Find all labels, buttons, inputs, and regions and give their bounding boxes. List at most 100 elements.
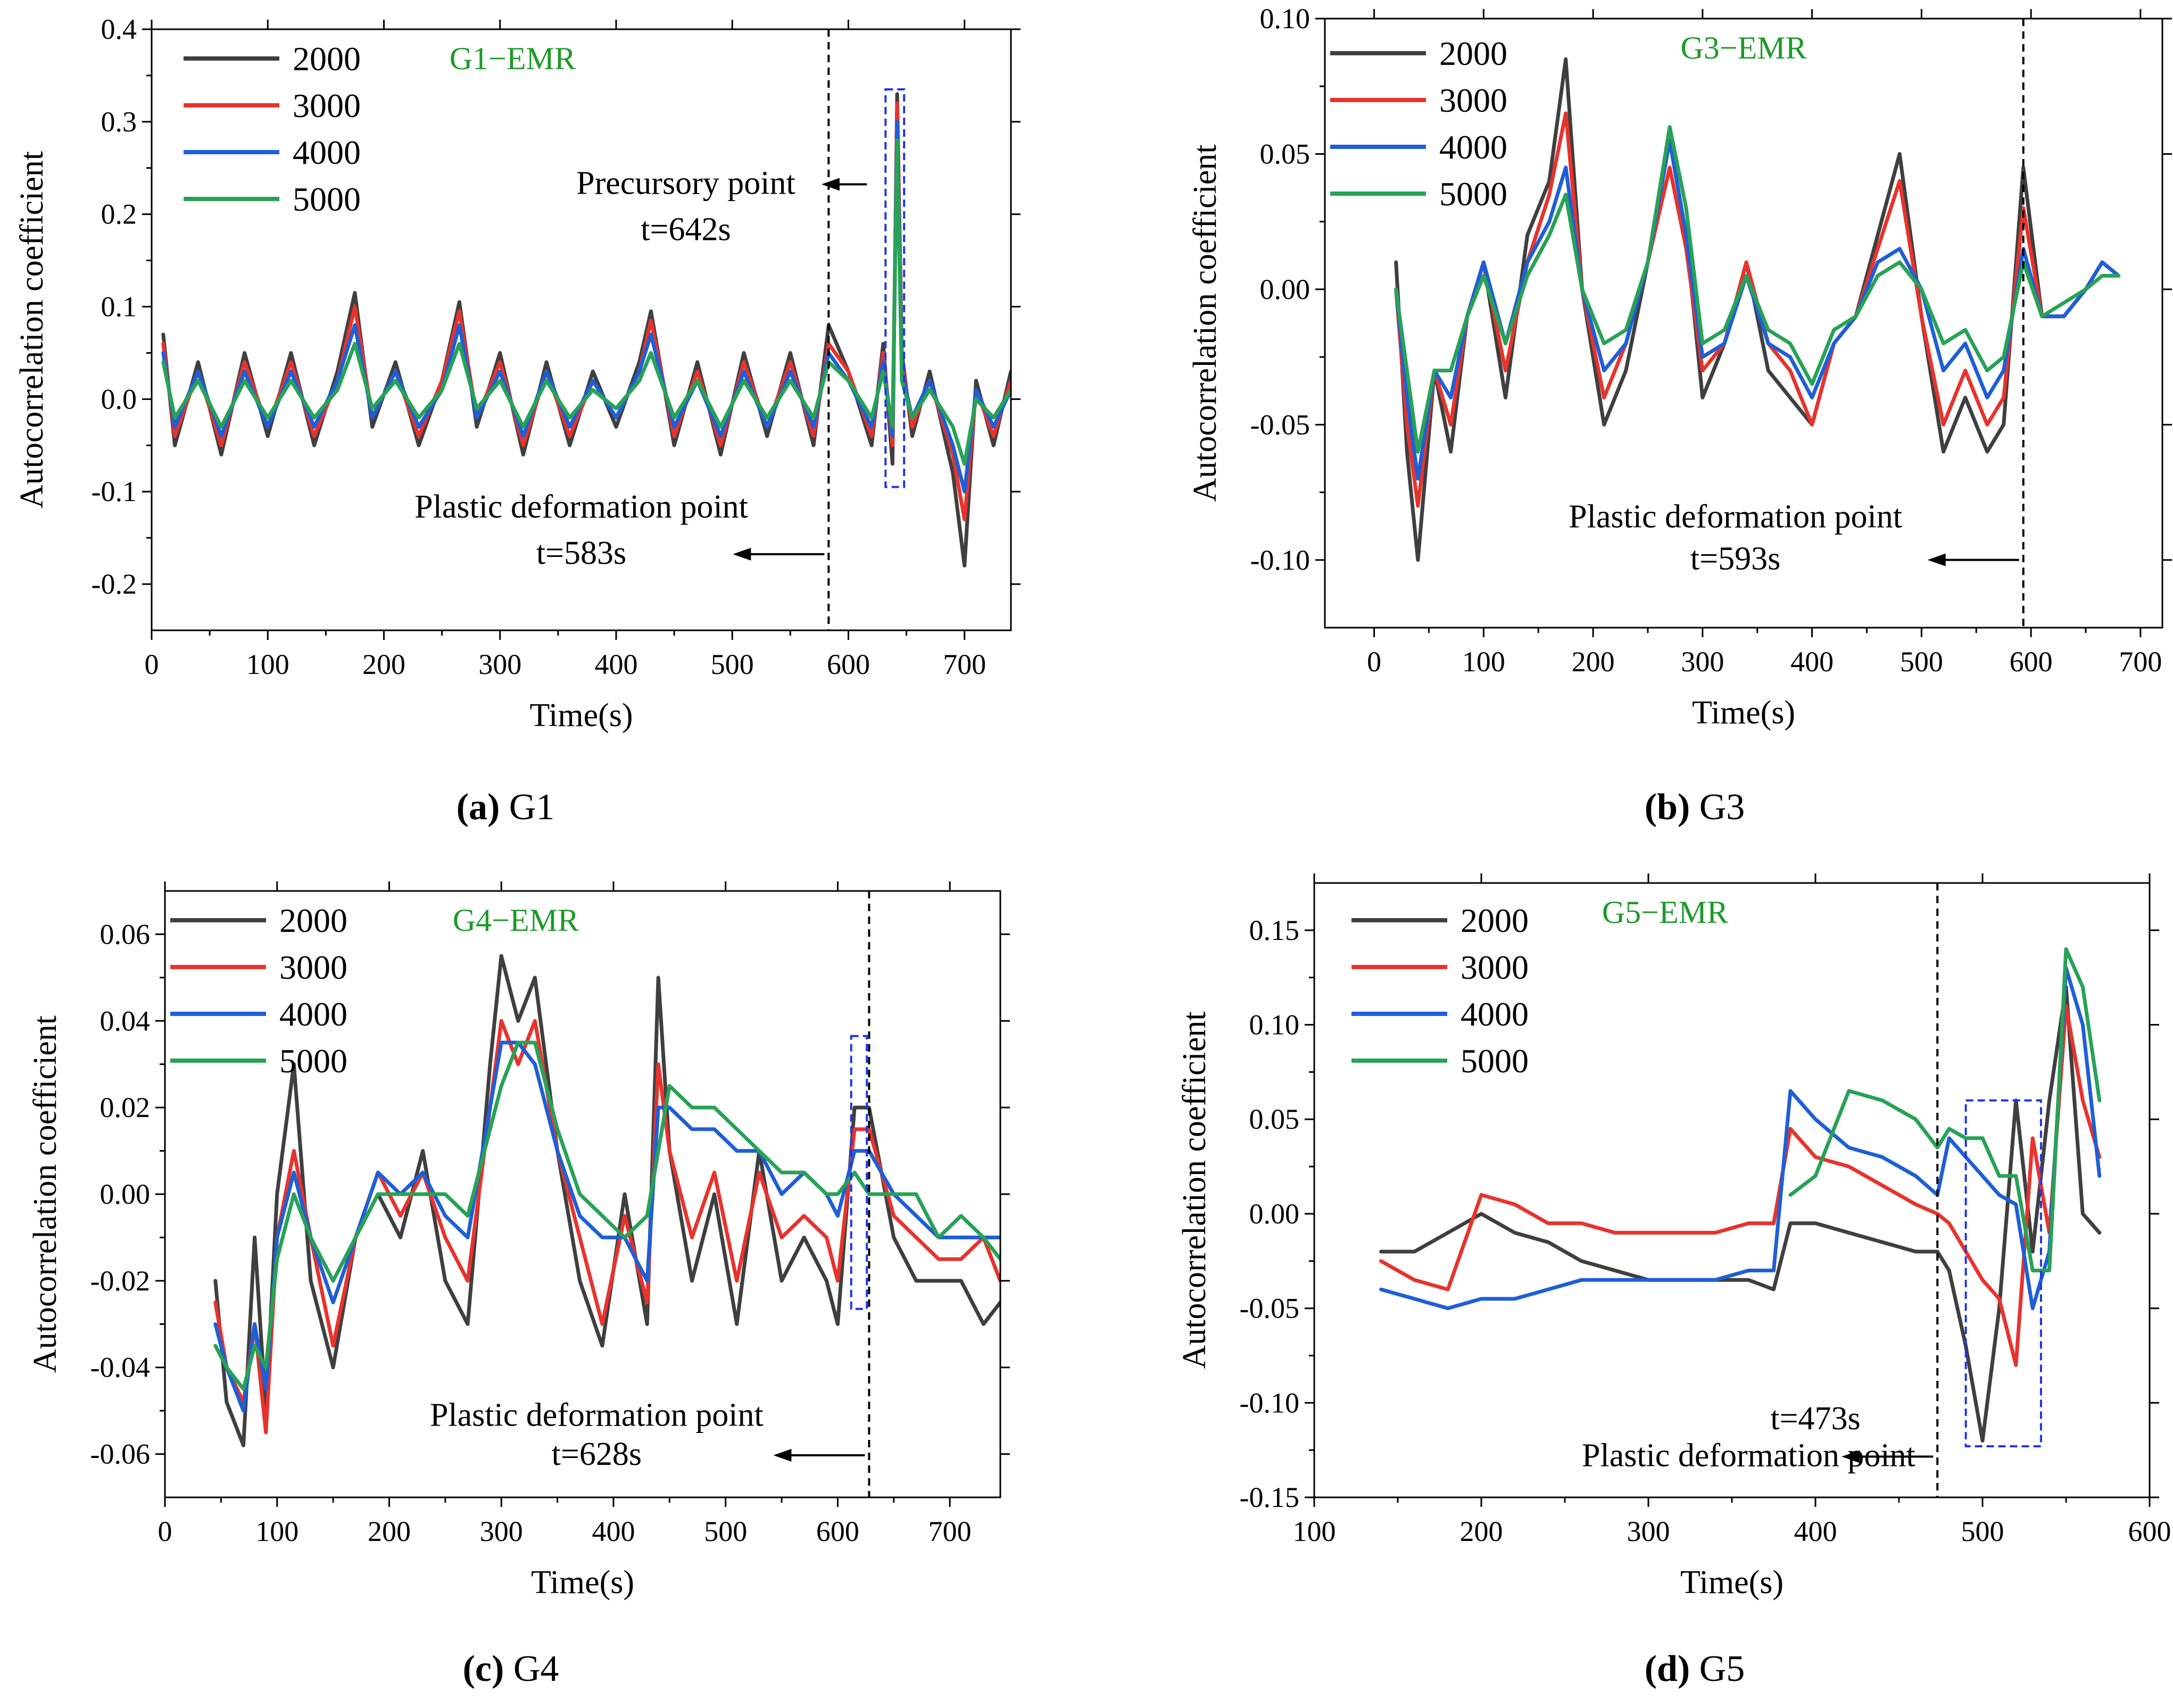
y-tick-label: -0.10 — [1240, 1387, 1299, 1419]
y-axis-label: Autocorrelation coefficient — [1187, 145, 1223, 502]
y-tick-label: 0.02 — [100, 1092, 151, 1123]
y-tick-label: 0.10 — [1249, 1009, 1300, 1041]
x-tick-label: 600 — [827, 648, 870, 680]
x-tick-label: 300 — [478, 648, 521, 680]
y-tick-label: 0.05 — [1249, 1103, 1300, 1135]
chart-title: G3−EMR — [1680, 30, 1806, 65]
caption-text: G4 — [504, 1648, 559, 1689]
series-line-c-5000 — [213, 1040, 1000, 1391]
series-line-d-5000 — [1788, 947, 2102, 1272]
annotation-text: Plastic deformation point — [414, 489, 748, 525]
y-tick-label: 0.10 — [1260, 3, 1311, 35]
legend-label: 4000 — [1439, 128, 1507, 166]
arrow-head — [733, 547, 751, 561]
x-axis-label: Time(s) — [1680, 1564, 1784, 1601]
legend-label: 4000 — [293, 134, 361, 171]
series-line-b-4000 — [1394, 138, 2121, 481]
y-tick-label: 0.00 — [100, 1178, 151, 1210]
x-tick-label: 200 — [368, 1515, 411, 1547]
annotation-text: t=473s — [1770, 1401, 1860, 1437]
x-tick-label: 100 — [246, 648, 289, 680]
x-tick-label: 400 — [592, 1515, 635, 1547]
x-tick-label: 200 — [362, 648, 405, 680]
panel-d: 100 200 300 400 500 600 -0.15 -0.10 -0.05 0.00 0.0… — [1176, 873, 2171, 1689]
caption-letter: (b) — [1645, 787, 1690, 828]
y-tick-label: 0.2 — [101, 198, 137, 230]
x-tick-label: 600 — [816, 1515, 859, 1547]
y-tick-label: 0.00 — [1260, 273, 1311, 305]
plot-frame — [1324, 18, 2163, 629]
panel-a: 0 100 200 300 400 500 600 700 -0.2 -0.1 0.0 0.1 0.2 0… — [14, 13, 1021, 828]
x-tick-label: 0 — [1367, 646, 1381, 678]
caption-letter: (c) — [463, 1648, 504, 1689]
caption-text: G1 — [500, 787, 554, 828]
legend-label: 3000 — [293, 87, 361, 124]
caption-text: G3 — [1690, 787, 1745, 828]
chart-title: G4−EMR — [453, 903, 579, 938]
x-tick-label: 400 — [1794, 1515, 1837, 1547]
y-axis-label: Autocorrelation coefficient — [1176, 1012, 1213, 1369]
legend-label: 2000 — [293, 40, 361, 78]
x-axis-label: Time(s) — [531, 1564, 634, 1601]
panel-c: 0 100 200 300 400 500 600 700 -0.06 -0.04 -0.02 0.0… — [27, 881, 1010, 1689]
legend-label: 3000 — [1461, 948, 1529, 986]
series-line-a-5000 — [161, 138, 1011, 466]
x-tick-label: 100 — [1293, 1515, 1336, 1547]
legend-label: 3000 — [279, 948, 347, 986]
caption-letter: (a) — [457, 787, 500, 828]
x-tick-label: 500 — [1961, 1515, 2004, 1547]
y-tick-label: 0.4 — [101, 13, 137, 45]
y-axis-label: Autocorrelation coefficient — [14, 151, 50, 509]
y-tick-label: -0.2 — [92, 568, 137, 600]
x-tick-label: 700 — [928, 1515, 972, 1547]
series-line-c-2000 — [213, 954, 1000, 1447]
legend-label: 2000 — [1461, 902, 1529, 939]
caption-text: G5 — [1690, 1648, 1745, 1689]
y-axis-label: Autocorrelation coefficient — [27, 1015, 63, 1373]
annotation-text: t=642s — [641, 211, 731, 247]
x-tick-label: 400 — [1790, 646, 1834, 678]
legend-label: 5000 — [1439, 175, 1507, 213]
y-tick-label: 0.05 — [1260, 138, 1311, 170]
legend-label: 2000 — [279, 902, 347, 939]
annotation-text: t=583s — [536, 535, 626, 571]
chart-title: G5−EMR — [1602, 895, 1728, 930]
x-tick-label: 700 — [2119, 646, 2162, 678]
annotation-text: Precursory point — [576, 165, 795, 201]
x-tick-label: 700 — [943, 648, 986, 680]
annotation-text: t=593s — [1690, 541, 1780, 577]
chart-title: G1−EMR — [450, 41, 576, 76]
panel-caption: (b) G3 — [1645, 787, 1745, 828]
x-tick-label: 400 — [594, 648, 637, 680]
series-line-d-3000 — [1379, 1004, 2102, 1367]
y-tick-label: 0.00 — [1249, 1198, 1300, 1230]
y-tick-label: 0.1 — [101, 291, 137, 323]
legend-label: 5000 — [293, 180, 361, 218]
x-tick-label: 300 — [480, 1515, 523, 1547]
y-tick-label: 0.06 — [100, 918, 151, 950]
y-tick-label: 0.0 — [101, 383, 137, 415]
x-axis-label: Time(s) — [529, 697, 633, 734]
panel-b: 0 100 200 300 400 500 600 700 -0.10 -0.05 0.00 0.05… — [1187, 3, 2172, 828]
x-tick-label: 200 — [1572, 646, 1615, 678]
series-line-d-4000 — [1379, 966, 2102, 1311]
plot-frame — [151, 28, 1012, 631]
highlight-box — [884, 88, 906, 488]
annotation-text: Plastic deformation point — [430, 1397, 764, 1434]
series-line-b-5000 — [1394, 125, 2121, 454]
series-line-d-2000 — [1379, 985, 2102, 1443]
arrow-head — [1927, 553, 1946, 566]
x-tick-label: 500 — [1900, 646, 1943, 678]
panel-caption: (d) G5 — [1645, 1648, 1745, 1689]
panel-caption: (c) G4 — [463, 1648, 559, 1689]
x-tick-label: 500 — [711, 648, 754, 680]
x-tick-label: 100 — [1462, 646, 1505, 678]
y-tick-label: -0.1 — [92, 476, 137, 507]
legend-label: 4000 — [279, 995, 347, 1033]
y-tick-label: -0.06 — [90, 1438, 150, 1470]
annotation-text: Plastic deformation point — [1569, 499, 1902, 535]
y-tick-label: -0.02 — [90, 1265, 150, 1297]
legend-label: 5000 — [279, 1042, 347, 1080]
x-tick-label: 300 — [1681, 646, 1724, 678]
x-tick-label: 300 — [1627, 1515, 1670, 1547]
